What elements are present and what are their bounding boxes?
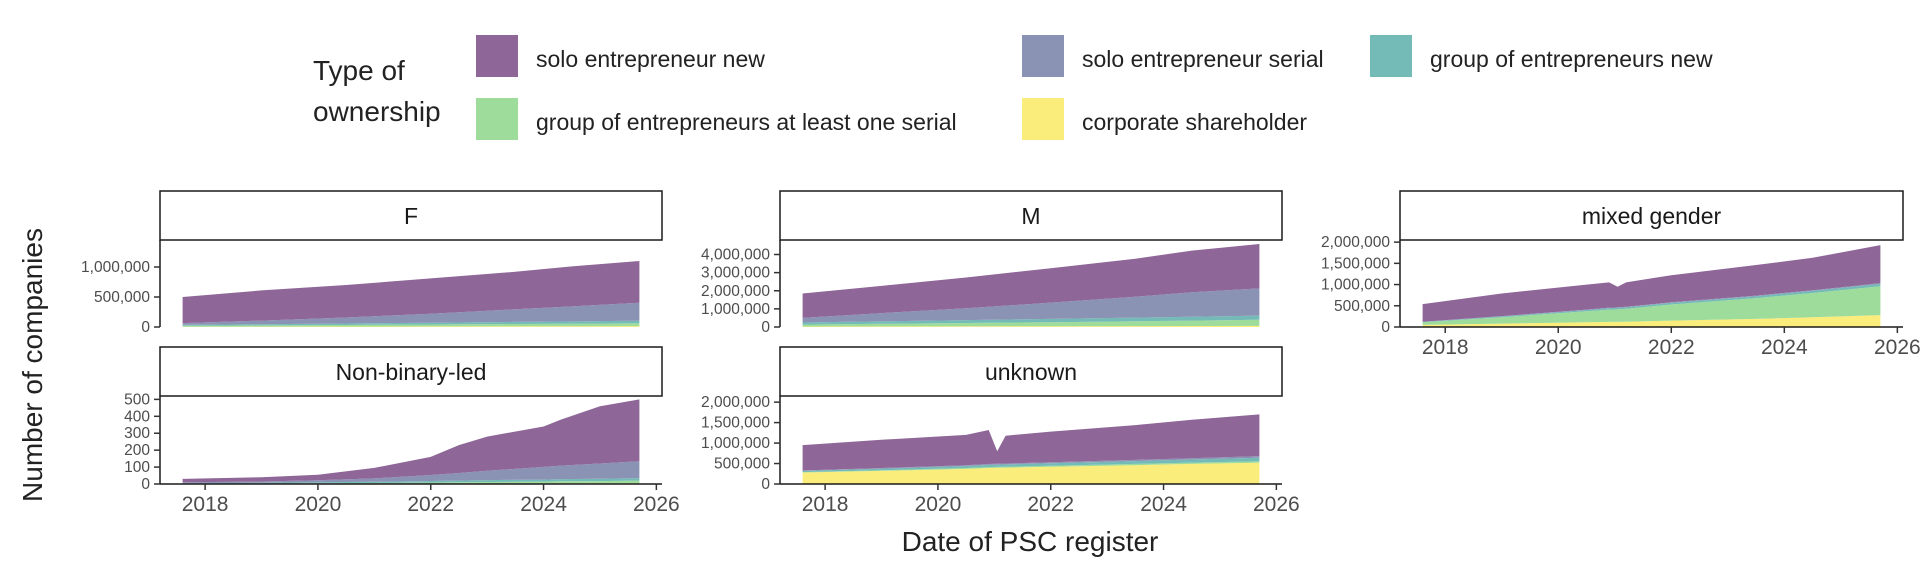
legend-swatch-group_serial [476,98,518,140]
area-group_serial [802,319,1260,327]
area-group_serial [182,323,640,327]
y-tick-label: 100 [124,459,150,476]
panel-f: F 0 500,000 1,000,000 [81,190,663,336]
legend-label-solo_new: solo entrepreneur new [536,46,765,72]
x-tick-label: 2020 [295,493,342,516]
strip-box [779,346,1283,397]
area-corporate [1422,315,1881,327]
panel-unknown: unknown 0 500,000 1,000,000 1,500,000 2,000,0… [701,346,1300,516]
y-tick-label: 500,000 [714,456,770,473]
y-tick-label: 0 [761,476,770,493]
x-tick-label: 2024 [1140,493,1187,516]
y-tick-label: 2,000,000 [701,283,770,300]
area-solo_serial [802,456,1260,471]
x-tick-label: 2022 [1648,336,1695,359]
strip-box [1399,190,1904,241]
y-tick-label: 0 [141,319,150,336]
y-tick-label: 2,000,000 [701,394,770,411]
x-tick-label: 2022 [1027,493,1074,516]
x-tick-label: 2018 [802,493,849,516]
y-tick-label: 3,000,000 [701,265,770,282]
strip-label: M [1021,203,1040,229]
area-solo_new [1422,245,1881,322]
legend-label-group_serial: group of entrepreneurs at least one seri… [536,109,957,135]
y-tick-label: 0 [1381,319,1390,336]
y-tick-label: 0 [761,319,770,336]
legend-title-line-1: Type of [313,55,405,86]
y-tick-label: 500,000 [94,289,150,306]
strip-label: unknown [985,359,1077,385]
area-solo_new [802,414,1260,471]
area-group_new [182,320,640,326]
area-group_new [802,457,1260,473]
y-tick-label: 500 [124,391,150,408]
x-tick-label: 2026 [1253,493,1300,516]
y-tick-label: 0 [141,476,150,493]
legend-label-group_new: group of entrepreneurs new [1430,46,1713,72]
y-tick-label: 1,000,000 [1321,277,1390,294]
strip-box [779,190,1283,241]
y-tick-label: 400 [124,408,150,425]
legend-label-corporate: corporate shareholder [1082,109,1307,135]
area-group_serial [182,480,640,484]
panel-mixed-gender: mixed gender 0 500,000 1,000,000 1,500,000 2,… [1321,190,1920,359]
strip-label: F [404,203,418,229]
x-tick-label: 2018 [1422,336,1469,359]
legend-title-line-2: ownership [313,96,441,127]
y-tick-label: 4,000,000 [701,247,770,264]
strip-label: mixed gender [1582,203,1722,229]
strip-box [159,190,663,241]
y-tick-label: 1,000,000 [81,259,150,276]
strip-box [159,346,663,397]
x-tick-label: 2020 [915,493,962,516]
x-tick-label: 2026 [633,493,680,516]
legend-swatch-corporate [1022,98,1064,140]
y-tick-label: 300 [124,425,150,442]
y-tick-label: 200 [124,442,150,459]
strip-label: Non-binary-led [336,359,487,385]
legend-label-solo_serial: solo entrepreneur serial [1082,46,1324,72]
y-tick-label: 1,000,000 [701,301,770,318]
facet-panels: F0500,0001,000,000M01,000,0002,000,0003,… [81,190,1920,516]
y-tick-label: 1,500,000 [701,415,770,432]
x-tick-label: 2026 [1874,336,1920,359]
area-corporate [802,325,1260,327]
legend-swatch-solo_new [476,35,518,77]
area-group_new [182,478,640,484]
area-solo_serial [182,461,640,484]
y-tick-label: 1,500,000 [1321,255,1390,272]
x-tick-label: 2018 [182,493,229,516]
legend: Type of ownership solo entrepreneur new s… [313,35,1713,140]
x-tick-label: 2024 [1761,336,1808,359]
area-solo_serial [802,288,1260,323]
x-tick-label: 2022 [407,493,454,516]
area-group_serial [802,461,1260,473]
area-corporate [802,462,1260,484]
x-tick-label: 2020 [1535,336,1582,359]
area-solo_new [182,261,640,324]
area-corporate [182,326,640,327]
x-tick-label: 2024 [520,493,567,516]
y-tick-label: 1,000,000 [701,435,770,452]
area-group_serial [1422,286,1881,325]
y-axis-title: Number of companies [17,228,48,502]
y-tick-label: 500,000 [1334,298,1390,315]
area-solo_serial [182,302,640,325]
area-group_new [802,315,1260,325]
area-solo_new [802,244,1260,318]
y-tick-label: 2,000,000 [1321,234,1390,251]
legend-swatch-group_new [1370,35,1412,77]
area-solo_new [182,399,640,483]
x-axis-title: Date of PSC register [902,526,1159,557]
legend-swatch-solo_serial [1022,35,1064,77]
